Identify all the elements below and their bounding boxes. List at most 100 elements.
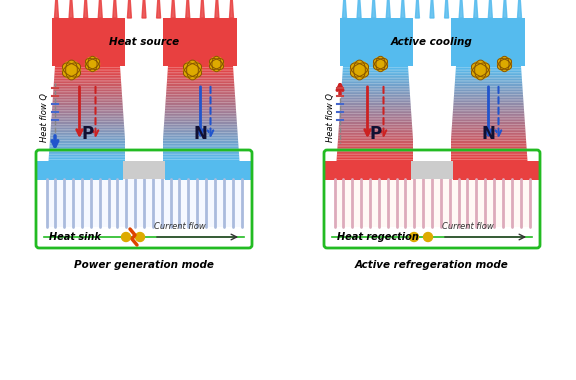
Polygon shape: [51, 36, 125, 38]
Polygon shape: [166, 90, 235, 91]
Polygon shape: [454, 95, 523, 96]
Polygon shape: [165, 163, 251, 164]
Polygon shape: [451, 40, 525, 41]
Polygon shape: [445, 0, 449, 18]
Polygon shape: [339, 48, 413, 49]
Polygon shape: [453, 178, 539, 179]
Polygon shape: [453, 165, 539, 166]
Polygon shape: [165, 166, 251, 167]
Polygon shape: [451, 23, 525, 24]
Polygon shape: [339, 38, 413, 40]
Polygon shape: [165, 161, 251, 162]
Polygon shape: [339, 120, 412, 122]
Polygon shape: [37, 172, 123, 173]
Polygon shape: [163, 42, 237, 43]
Polygon shape: [51, 30, 125, 32]
Polygon shape: [453, 104, 524, 106]
Polygon shape: [37, 168, 123, 169]
Polygon shape: [455, 82, 522, 84]
Polygon shape: [453, 103, 524, 104]
Polygon shape: [163, 134, 238, 136]
Polygon shape: [51, 43, 125, 44]
Polygon shape: [50, 144, 126, 145]
Polygon shape: [338, 137, 413, 139]
Polygon shape: [456, 66, 521, 68]
Polygon shape: [453, 176, 539, 177]
Polygon shape: [163, 63, 237, 65]
Polygon shape: [452, 120, 525, 122]
Polygon shape: [453, 162, 539, 163]
Polygon shape: [163, 58, 237, 60]
Polygon shape: [164, 133, 238, 134]
Polygon shape: [48, 160, 127, 161]
Circle shape: [472, 61, 490, 79]
Polygon shape: [451, 34, 525, 36]
Polygon shape: [37, 165, 123, 166]
Polygon shape: [167, 82, 234, 84]
Polygon shape: [339, 23, 413, 24]
Polygon shape: [339, 27, 413, 28]
Polygon shape: [337, 153, 414, 155]
Polygon shape: [453, 109, 524, 110]
Polygon shape: [69, 0, 73, 18]
Polygon shape: [37, 171, 123, 172]
Polygon shape: [52, 107, 123, 109]
Circle shape: [498, 57, 511, 71]
Polygon shape: [456, 71, 521, 72]
Polygon shape: [325, 171, 411, 172]
Polygon shape: [51, 35, 125, 37]
Polygon shape: [401, 0, 405, 18]
Polygon shape: [168, 69, 233, 71]
Polygon shape: [342, 79, 409, 80]
Polygon shape: [51, 52, 125, 53]
Polygon shape: [452, 122, 525, 123]
Polygon shape: [325, 174, 411, 175]
Polygon shape: [53, 90, 122, 91]
Polygon shape: [163, 52, 237, 53]
Polygon shape: [165, 171, 251, 172]
Polygon shape: [54, 74, 120, 76]
Polygon shape: [453, 166, 539, 167]
Polygon shape: [49, 153, 126, 155]
Polygon shape: [163, 54, 237, 56]
Polygon shape: [49, 150, 126, 152]
Polygon shape: [517, 0, 521, 18]
Polygon shape: [165, 162, 251, 163]
Polygon shape: [166, 85, 234, 87]
Polygon shape: [451, 47, 525, 48]
Polygon shape: [386, 0, 391, 18]
Polygon shape: [127, 0, 131, 18]
Polygon shape: [165, 115, 237, 117]
Polygon shape: [37, 176, 123, 177]
Polygon shape: [453, 164, 539, 165]
Polygon shape: [37, 169, 123, 171]
Polygon shape: [165, 112, 236, 114]
Polygon shape: [168, 72, 233, 74]
Polygon shape: [451, 22, 525, 23]
Polygon shape: [339, 32, 413, 33]
Polygon shape: [339, 50, 413, 51]
Polygon shape: [50, 134, 125, 136]
Polygon shape: [339, 51, 413, 52]
Polygon shape: [453, 168, 539, 169]
Polygon shape: [37, 169, 123, 170]
Polygon shape: [51, 60, 125, 62]
Polygon shape: [325, 171, 411, 172]
Polygon shape: [453, 177, 539, 179]
Polygon shape: [165, 167, 251, 168]
Polygon shape: [163, 46, 237, 47]
Polygon shape: [53, 96, 122, 98]
Polygon shape: [453, 169, 539, 170]
Polygon shape: [450, 147, 526, 148]
Polygon shape: [325, 166, 411, 167]
Polygon shape: [165, 110, 236, 112]
Polygon shape: [163, 64, 237, 65]
Polygon shape: [157, 0, 161, 18]
Polygon shape: [453, 163, 539, 164]
Polygon shape: [37, 174, 123, 175]
Polygon shape: [451, 25, 525, 26]
Polygon shape: [450, 156, 527, 158]
Polygon shape: [51, 38, 125, 40]
Polygon shape: [451, 58, 525, 60]
Polygon shape: [450, 153, 527, 155]
